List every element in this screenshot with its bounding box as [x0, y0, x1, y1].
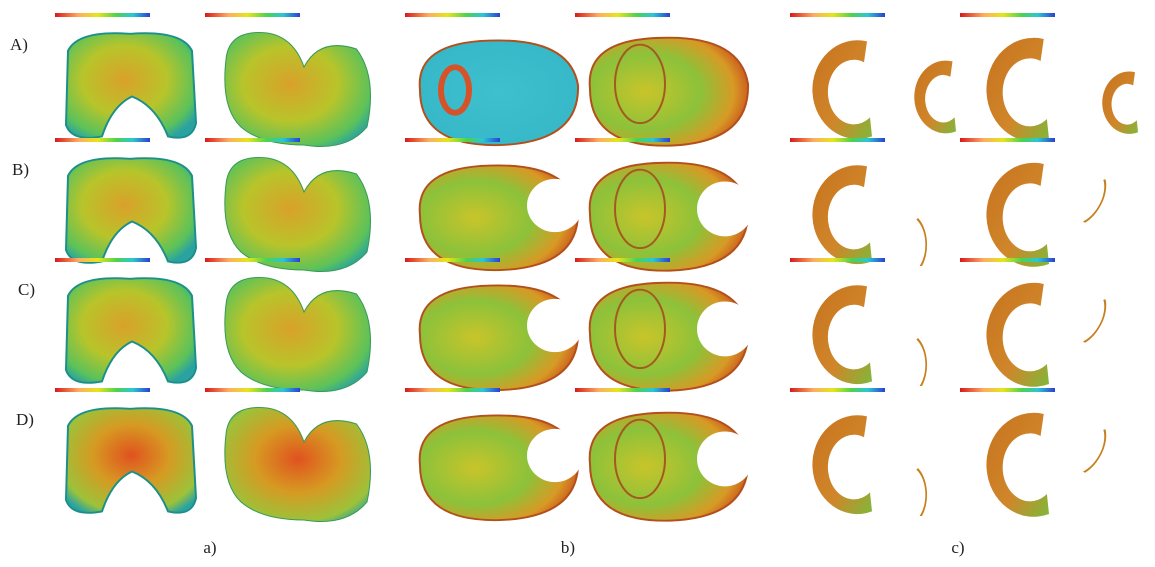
color-bar: [405, 258, 500, 262]
panel: [812, 165, 872, 264]
panel: [225, 33, 371, 147]
panel: [225, 158, 371, 272]
color-bar: [205, 138, 300, 142]
hole: [527, 429, 583, 482]
meniscus: [812, 165, 872, 264]
meniscus: [986, 163, 1049, 267]
panel: [225, 278, 371, 392]
color-bar: [205, 388, 300, 392]
color-bar: [405, 138, 500, 142]
meniscus: [986, 38, 1049, 142]
color-bar: [55, 258, 150, 262]
panel: [1080, 298, 1113, 345]
panel: [986, 163, 1049, 267]
meniscus: [812, 415, 872, 514]
color-bar: [790, 13, 885, 17]
panel: [812, 285, 872, 384]
meniscus: [812, 40, 872, 139]
panel: [590, 413, 753, 521]
row-label: A): [10, 35, 28, 54]
color-bar: [405, 13, 500, 17]
color-bar: [790, 388, 885, 392]
panels: [55, 13, 1138, 522]
color-bar: [575, 258, 670, 262]
meniscus-piece: [1102, 71, 1138, 133]
panel: [986, 283, 1049, 387]
panel: [590, 283, 753, 391]
color-bar: [575, 388, 670, 392]
hole: [697, 181, 753, 236]
panel: [986, 38, 1049, 142]
panel: [420, 285, 583, 390]
color-bar: [205, 258, 300, 262]
meniscus-sliver: [916, 468, 927, 516]
meniscus-sliver: [1080, 298, 1113, 345]
panel: [812, 415, 872, 514]
hole: [527, 179, 583, 232]
figure: A) B) C) D) a) b) c): [0, 0, 1155, 562]
panel: [225, 408, 371, 522]
row-label: B): [12, 160, 29, 179]
panel: [420, 40, 578, 145]
hole: [527, 299, 583, 352]
hole: [697, 431, 753, 486]
color-bar: [960, 388, 1055, 392]
row-label: D): [16, 410, 34, 429]
femur-side-view: [225, 33, 371, 147]
color-bar: [575, 13, 670, 17]
panel: [590, 38, 748, 146]
panel: [812, 40, 872, 139]
color-bar: [790, 258, 885, 262]
femur-view: [66, 158, 196, 263]
panel: [420, 415, 583, 520]
meniscus-sliver: [1080, 428, 1113, 475]
meniscus: [986, 413, 1049, 517]
tibia-side-view: [590, 38, 748, 146]
color-bar: [205, 13, 300, 17]
color-bar: [960, 138, 1055, 142]
color-bar: [55, 13, 150, 17]
column-label: b): [561, 538, 575, 557]
panel: [590, 163, 753, 271]
panel: [420, 165, 583, 270]
panel: [916, 468, 927, 516]
panel: [66, 158, 196, 263]
femur-view: [66, 408, 196, 513]
panel: [1080, 428, 1113, 475]
femur-side-view: [225, 408, 371, 522]
meniscus: [986, 283, 1049, 387]
meniscus-sliver: [1080, 178, 1113, 225]
hole: [697, 301, 753, 356]
column-label: c): [951, 538, 964, 557]
column-label: a): [203, 538, 216, 557]
femur-side-view: [225, 278, 371, 392]
meniscus-sliver: [916, 218, 927, 266]
color-bar: [960, 13, 1055, 17]
panel: [986, 413, 1049, 517]
femur-view: [66, 33, 196, 138]
color-bar: [790, 138, 885, 142]
color-bar: [55, 138, 150, 142]
row-label: C): [18, 280, 35, 299]
femur-side-view: [225, 158, 371, 272]
panel: [1102, 71, 1138, 133]
meniscus-sliver: [916, 338, 927, 386]
color-bar: [960, 258, 1055, 262]
panel: [914, 61, 956, 134]
femur-view: [66, 278, 196, 383]
meniscus: [812, 285, 872, 384]
panel: [1080, 178, 1113, 225]
panel: [916, 218, 927, 266]
meniscus-piece: [914, 61, 956, 134]
panel: [66, 278, 196, 383]
page: A)B)C)D)a)b)c) (() => { const data = JSO…: [0, 0, 1155, 562]
panel: [916, 338, 927, 386]
color-bar: [575, 138, 670, 142]
panel: [66, 33, 196, 138]
color-bar: [405, 388, 500, 392]
color-bar: [55, 388, 150, 392]
panel: [66, 408, 196, 513]
